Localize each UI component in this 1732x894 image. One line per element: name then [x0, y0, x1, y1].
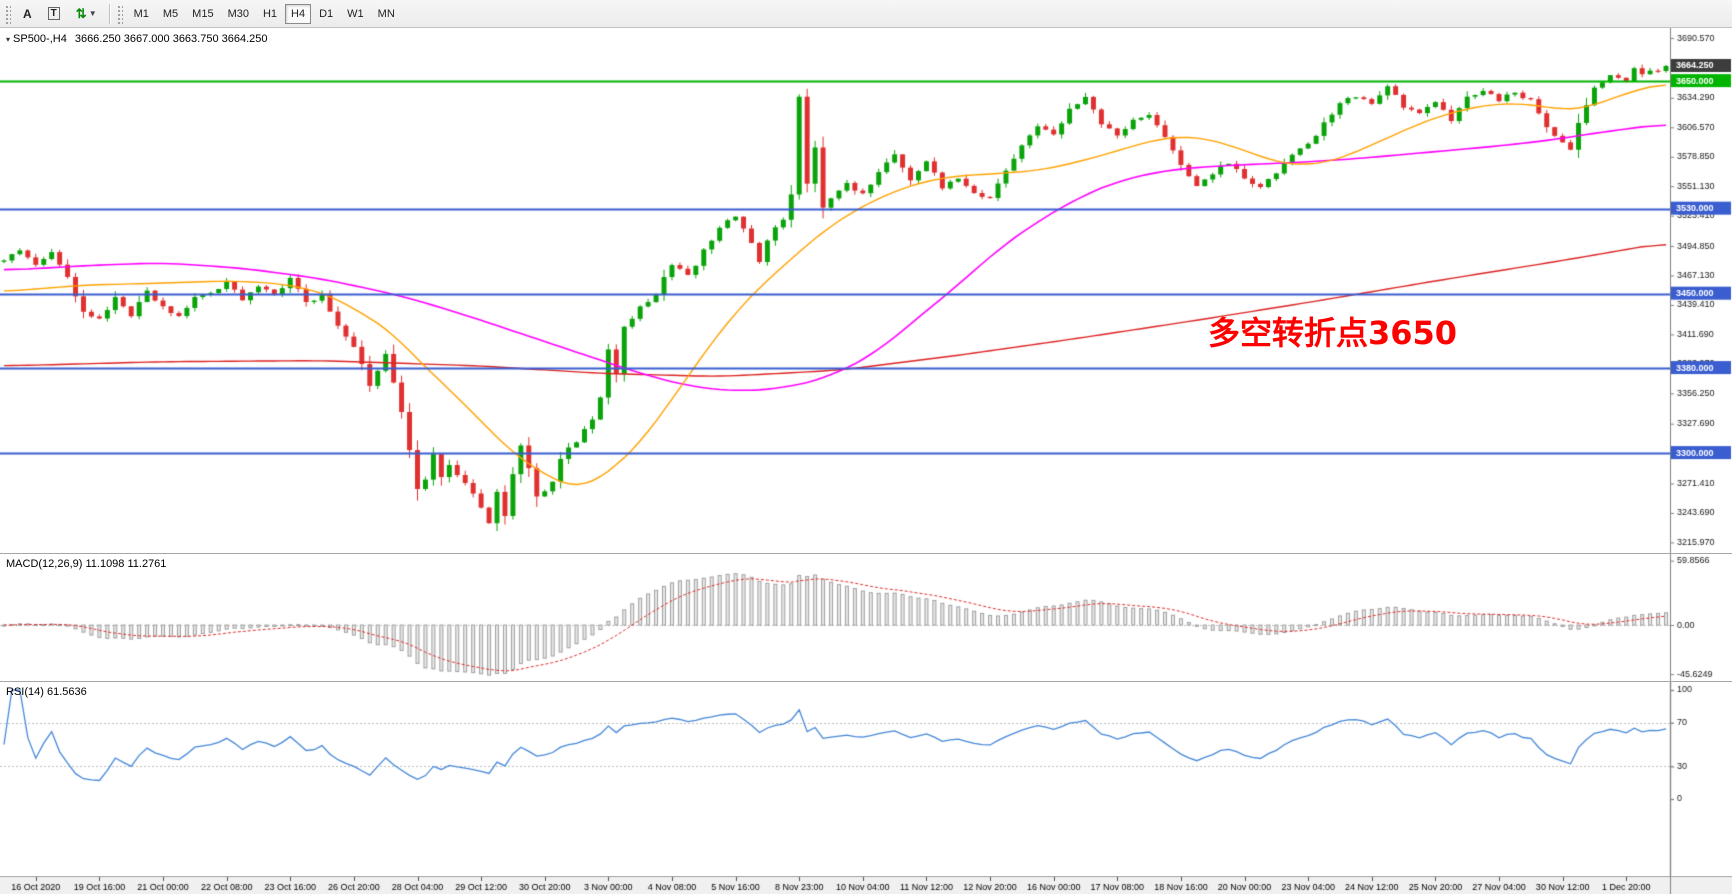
dropdown-caret-icon: ▼ — [88, 9, 97, 18]
timeframe-d1-button[interactable]: D1 — [313, 4, 339, 24]
text-frame-icon: T — [47, 7, 60, 20]
rsi-canvas[interactable] — [0, 682, 1732, 876]
timeframe-m5-button[interactable]: M5 — [157, 4, 184, 24]
symbol-marker-icon: ▾ — [6, 35, 11, 44]
macd-panel: MACD(12,26,9) 11.1098 11.2761 — [0, 554, 1732, 681]
up-down-arrows-icon: ⇅ — [75, 5, 87, 21]
timeframe-toolbar-grip-icon[interactable] — [115, 3, 123, 24]
panel-divider-macd[interactable] — [0, 553, 1732, 554]
symbol-timeframe-label: SP500-,H4 — [13, 33, 67, 45]
timeframe-w1-button[interactable]: W1 — [341, 4, 370, 24]
chart-title: ▾ SP500-,H4 3666.250 3667.000 3663.750 366… — [6, 33, 268, 45]
timeframe-h4-button[interactable]: H4 — [285, 3, 312, 24]
cursor-tool-button[interactable]: ⇅ ▼ — [69, 4, 104, 24]
top-toolbar: A T ⇅ ▼ M1 M5 M15 M30 H1 H4 D1 W1 MN — [0, 0, 1732, 28]
time-axis[interactable] — [0, 876, 1732, 894]
toolbar-grip-icon[interactable] — [4, 3, 11, 24]
rsi-panel: RSI(14) 61.5636 — [0, 682, 1732, 876]
timeframe-h1-button[interactable]: H1 — [257, 4, 283, 24]
macd-label: MACD(12,26,9) 11.1098 11.2761 — [6, 558, 167, 570]
panel-divider-rsi[interactable] — [0, 681, 1732, 682]
macd-canvas[interactable] — [0, 554, 1732, 681]
price-chart-canvas[interactable] — [0, 28, 1732, 553]
text-label-tool-button[interactable]: T — [41, 4, 67, 24]
timeframe-mn-button[interactable]: MN — [372, 4, 401, 24]
timeframe-m15-button[interactable]: M15 — [186, 4, 219, 24]
timeframe-m30-button[interactable]: M30 — [222, 4, 255, 24]
main-chart-panel: ▾ SP500-,H4 3666.250 3667.000 3663.750 366… — [0, 28, 1732, 553]
rsi-label: RSI(14) 61.5636 — [6, 686, 87, 698]
timeframe-m1-button[interactable]: M1 — [128, 4, 155, 24]
toolbar-separator — [108, 3, 111, 24]
pivot-annotation-text: 多空转折点3650 — [1208, 314, 1458, 352]
ohlc-values: 3666.250 3667.000 3663.750 3664.250 — [74, 33, 268, 45]
arrow-text-tool-button[interactable]: A — [16, 4, 39, 24]
